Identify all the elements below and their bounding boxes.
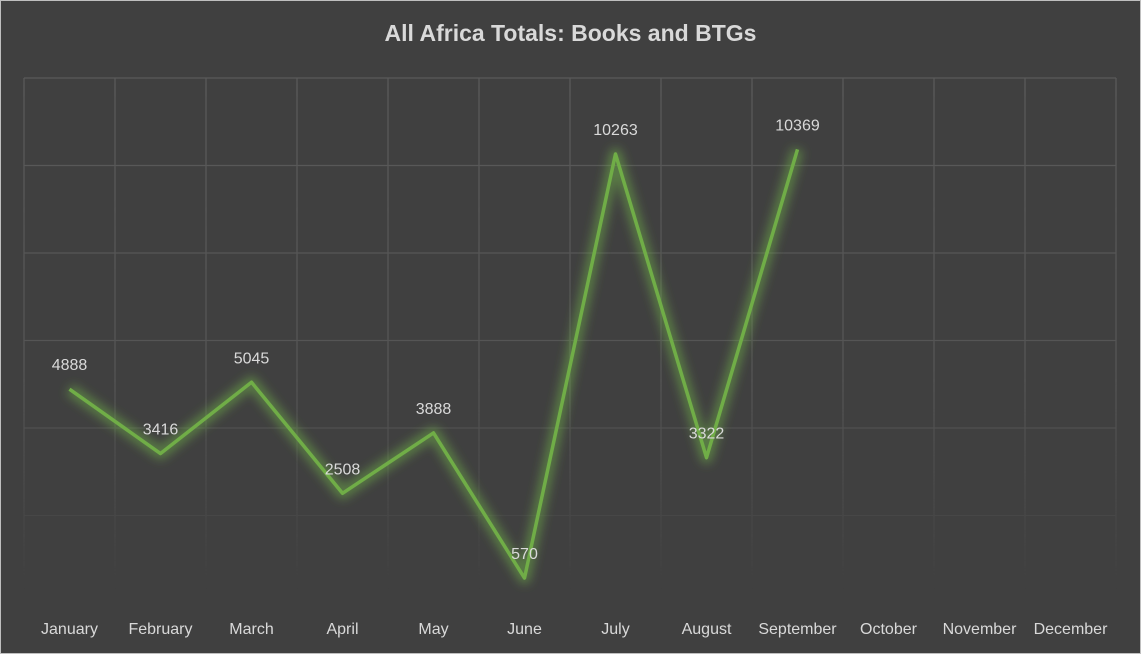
data-label: 2508	[325, 461, 361, 478]
x-tick-label: May	[418, 621, 448, 638]
x-tick-label: March	[229, 621, 273, 638]
data-label: 5045	[234, 350, 270, 367]
x-tick-label: July	[601, 621, 629, 638]
data-label: 570	[511, 546, 538, 563]
chart-title: All Africa Totals: Books and BTGs	[384, 20, 757, 46]
x-tick-label: August	[682, 621, 732, 638]
data-label: 10369	[775, 117, 820, 134]
series-line-glow	[66, 147, 804, 585]
x-tick-label: January	[41, 621, 98, 638]
gridlines	[23, 77, 1117, 604]
data-label: 10263	[593, 122, 638, 139]
x-tick-label: April	[326, 621, 358, 638]
x-tick-label: June	[507, 621, 542, 638]
series-line	[68, 148, 800, 580]
x-tick-label: November	[943, 621, 1017, 638]
data-label: 4888	[52, 357, 88, 374]
data-label: 3322	[689, 426, 725, 443]
data-label: 3888	[416, 401, 452, 418]
x-tick-label: October	[860, 621, 918, 638]
x-tick-label: December	[1034, 621, 1108, 638]
x-tick-label: September	[758, 621, 837, 638]
data-label: 3416	[143, 422, 179, 439]
x-tick-label: February	[128, 621, 192, 638]
